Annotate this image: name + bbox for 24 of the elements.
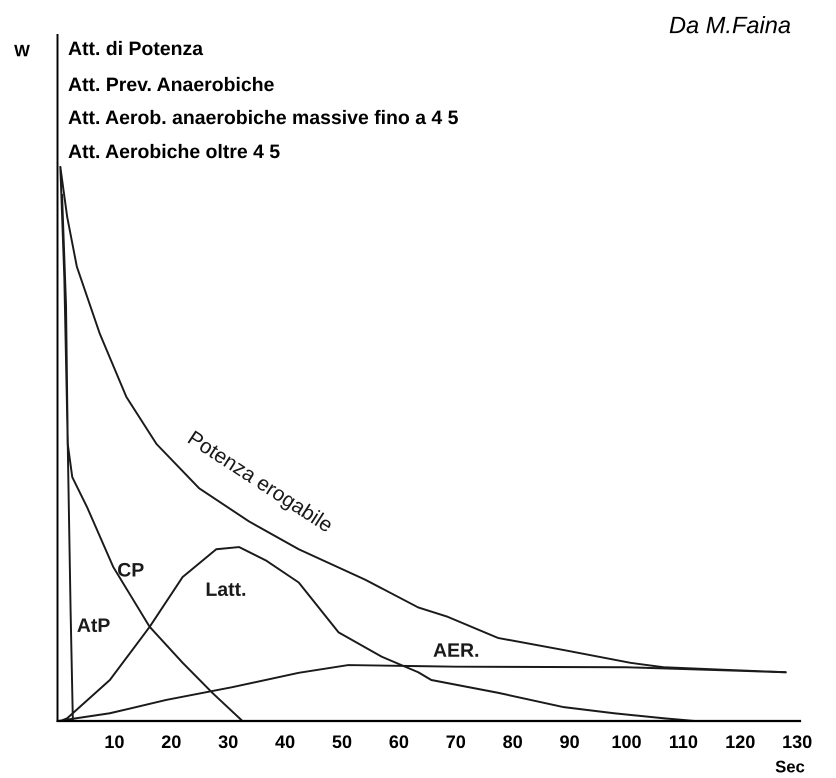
x-tick-label: 50: [332, 735, 352, 748]
text: W: [14, 44, 30, 56]
x-tick-label: 20: [162, 735, 181, 748]
text: Att. Aerobiche oltre 4 5: [68, 144, 280, 158]
text: Da M.Faina: [670, 16, 790, 34]
x-tick-label: 110: [670, 735, 698, 748]
x-tick-label: 130: [783, 735, 812, 748]
text: Att. Prev. Anaerobiche: [68, 76, 274, 92]
x-axis-title: Sec: [776, 760, 804, 772]
x-tick-label: 30: [218, 735, 238, 748]
x-tick-label: 70: [446, 735, 466, 748]
x-tick-label: 10: [105, 735, 124, 748]
x-tick-label: 80: [503, 735, 522, 748]
series-label: CP: [118, 562, 144, 577]
series-label: AtP: [77, 618, 110, 632]
x-tick-label: 100: [612, 735, 641, 748]
series-label: Latt.: [206, 582, 246, 596]
x-tick-label: 40: [275, 735, 294, 748]
x-tick-label: 90: [560, 735, 579, 748]
text: Att. di Potenza: [68, 40, 204, 56]
x-tick-label: 60: [390, 735, 408, 748]
series-label: AER.: [434, 643, 478, 657]
x-tick-label: 120: [726, 735, 755, 748]
text: Att. Aerob. anaerobiche massive fino a 4 5: [68, 110, 458, 124]
